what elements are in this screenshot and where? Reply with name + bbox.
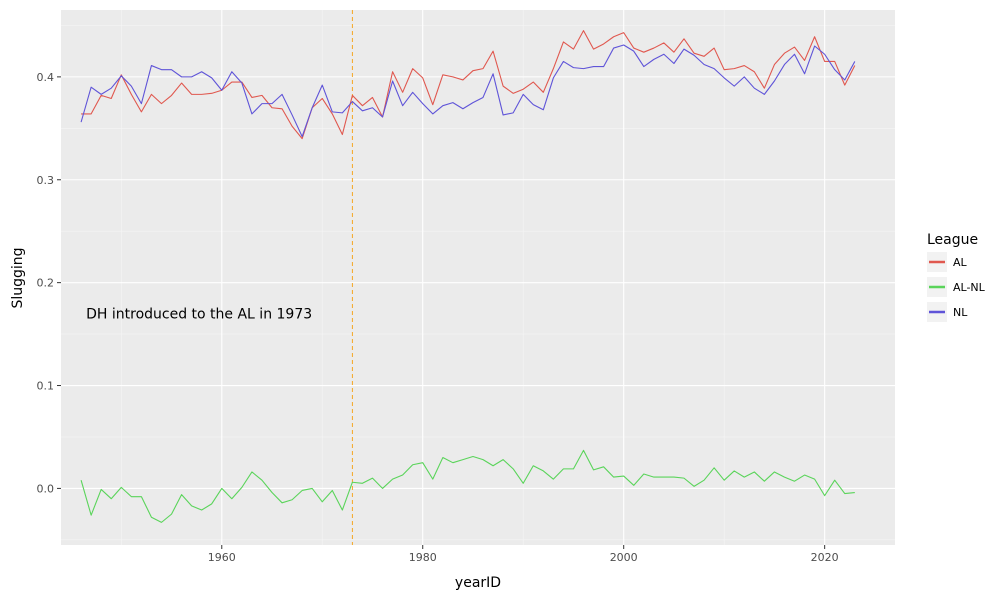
- x-tick-label: 1960: [208, 551, 236, 564]
- y-tick-label: 0.1: [37, 380, 55, 393]
- series-lines-layer: [80, 30, 856, 523]
- dh-annotation-text: DH introduced to the AL in 1973: [86, 307, 312, 323]
- minor-gridlines: [61, 10, 895, 545]
- legend-label-al-nl: AL-NL: [953, 281, 986, 294]
- legend: League AL AL-NL NL: [927, 232, 986, 322]
- annotation-layer: DH introduced to the AL in 1973: [86, 307, 312, 323]
- series-line-al: [81, 30, 856, 140]
- legend-title: League: [927, 232, 978, 248]
- y-axis-ticks: 0.0 0.1 0.2 0.3 0.4: [37, 71, 61, 495]
- x-axis-title: yearID: [455, 575, 501, 591]
- legend-label-nl: NL: [953, 306, 968, 319]
- y-tick-label: 0.3: [37, 174, 55, 187]
- x-tick-label: 1980: [409, 551, 437, 564]
- y-tick-label: 0.2: [37, 277, 55, 290]
- x-tick-label: 2020: [811, 551, 839, 564]
- plot-panel: [61, 10, 895, 545]
- x-tick-label: 2000: [610, 551, 638, 564]
- series-line-al-nl: [80, 449, 855, 523]
- y-tick-label: 0.4: [37, 71, 55, 84]
- major-gridlines: [61, 10, 895, 545]
- legend-items: AL AL-NL NL: [927, 252, 986, 322]
- x-axis-ticks: 1960 1980 2000 2020: [208, 545, 839, 564]
- y-tick-label: 0.0: [37, 482, 55, 495]
- legend-label-al: AL: [953, 256, 968, 269]
- series-line-nl: [80, 44, 856, 138]
- y-axis-title: Slugging: [10, 247, 26, 308]
